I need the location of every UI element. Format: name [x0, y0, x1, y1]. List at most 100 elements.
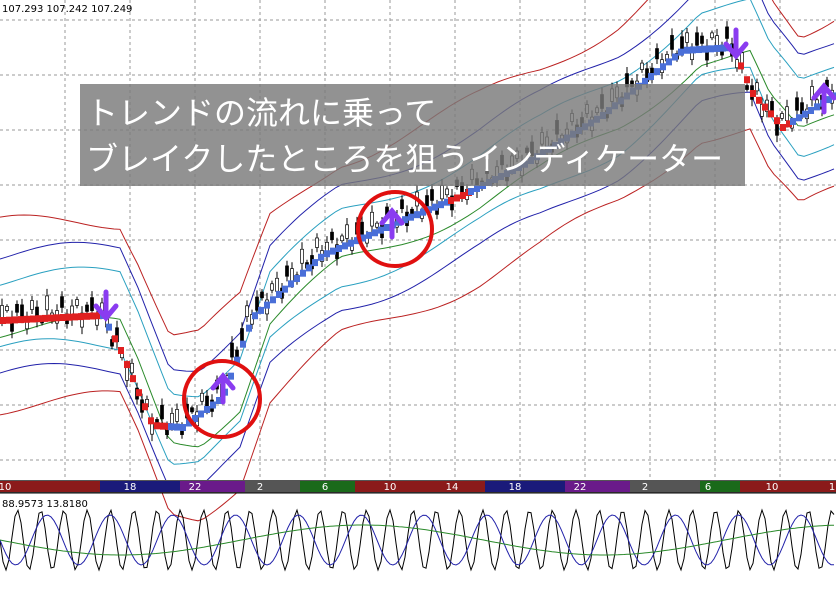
- trend-block: [774, 117, 780, 125]
- candle-body: [430, 189, 434, 201]
- candle-body: [240, 328, 244, 342]
- trend-block: [90, 312, 96, 320]
- up-arrow: [811, 82, 836, 115]
- candle-body: [290, 268, 294, 282]
- time-segment: [630, 481, 700, 492]
- trend-block: [438, 201, 444, 209]
- time-segment: [485, 481, 565, 492]
- time-label: 2: [257, 482, 263, 493]
- candle-body: [85, 304, 89, 312]
- trend-block: [708, 45, 714, 53]
- trend-block: [318, 253, 324, 261]
- trend-block: [324, 250, 330, 258]
- trend-block: [300, 269, 306, 277]
- trend-block: [106, 323, 112, 331]
- trend-block: [180, 424, 186, 431]
- candle-body: [200, 392, 204, 402]
- trend-block: [78, 313, 84, 321]
- candle-body: [700, 35, 704, 44]
- trend-block: [690, 46, 696, 54]
- trend-block: [264, 301, 270, 309]
- highlight-circles: [182, 190, 434, 439]
- trend-block: [366, 231, 372, 239]
- candle-body: [375, 222, 379, 228]
- trend-block: [210, 401, 216, 409]
- time-segment: [245, 481, 300, 492]
- trend-block: [372, 229, 378, 237]
- trend-block: [124, 361, 130, 369]
- osc-line: [0, 508, 835, 572]
- trend-block: [684, 46, 690, 54]
- trend-block: [348, 239, 354, 247]
- trend-block: [432, 203, 438, 211]
- trend-block: [130, 375, 136, 383]
- trend-block: [142, 403, 148, 411]
- candle-body: [695, 32, 699, 46]
- candle-body: [345, 224, 349, 239]
- candle-body: [340, 235, 344, 242]
- trend-block: [702, 45, 708, 53]
- candle-body: [440, 185, 444, 200]
- time-segment: [300, 481, 355, 492]
- trend-block: [160, 422, 166, 430]
- time-segment: [355, 481, 485, 492]
- time-segment: [700, 481, 740, 492]
- trend-block: [720, 44, 726, 52]
- trend-block: [204, 406, 210, 413]
- trend-block: [654, 68, 660, 76]
- trend-block: [60, 314, 66, 321]
- candle-body: [655, 48, 659, 60]
- quote: 107.293 107.242 107.249: [2, 4, 132, 15]
- candle-body: [175, 409, 179, 422]
- trend-block: [192, 415, 198, 422]
- trend-block: [258, 306, 264, 314]
- candle-body: [125, 366, 129, 381]
- trend-block: [426, 206, 432, 214]
- trend-block: [270, 296, 276, 304]
- candle-body: [160, 404, 164, 420]
- trend-block: [118, 347, 124, 354]
- trend-block: [384, 224, 390, 231]
- trend-block: [306, 264, 312, 272]
- trend-block: [360, 234, 366, 242]
- trend-block: [474, 185, 480, 192]
- time-label: 10: [384, 482, 397, 493]
- trend-block: [336, 245, 342, 252]
- trend-block: [6, 316, 12, 324]
- trend-block: [198, 410, 204, 418]
- time-label: 18: [509, 482, 522, 493]
- candle-body: [255, 296, 259, 311]
- candle-body: [260, 291, 264, 299]
- candle-body: [710, 32, 714, 39]
- trend-block: [112, 335, 118, 343]
- candle-body: [370, 211, 374, 227]
- trend-block: [54, 314, 60, 322]
- trend-block: [420, 208, 426, 216]
- trend-block: [42, 314, 48, 322]
- trend-block: [678, 48, 684, 56]
- trend-block: [786, 120, 792, 128]
- trend-block: [672, 53, 678, 61]
- trend-block: [136, 389, 142, 397]
- up-arrow: [379, 207, 405, 240]
- candle-body: [285, 265, 289, 277]
- trend-block: [228, 372, 234, 380]
- time-label: 2: [642, 482, 648, 493]
- trend-block: [448, 197, 454, 204]
- trend-block: [444, 198, 450, 206]
- time-segment: [740, 481, 836, 492]
- candle-body: [360, 221, 364, 235]
- candle-body: [270, 283, 274, 291]
- candle-body: [15, 303, 19, 313]
- trend-block: [96, 312, 102, 320]
- indicator-label: 88.9573 13.8180: [2, 499, 88, 510]
- candle-body: [410, 208, 414, 215]
- trend-block: [216, 397, 222, 404]
- time-label: 6: [322, 482, 328, 493]
- trend-block: [252, 312, 258, 320]
- trend-block: [468, 188, 474, 195]
- candle-body: [445, 188, 449, 196]
- time-label: 22: [574, 482, 587, 493]
- trend-block: [666, 58, 672, 66]
- circle: [182, 359, 262, 439]
